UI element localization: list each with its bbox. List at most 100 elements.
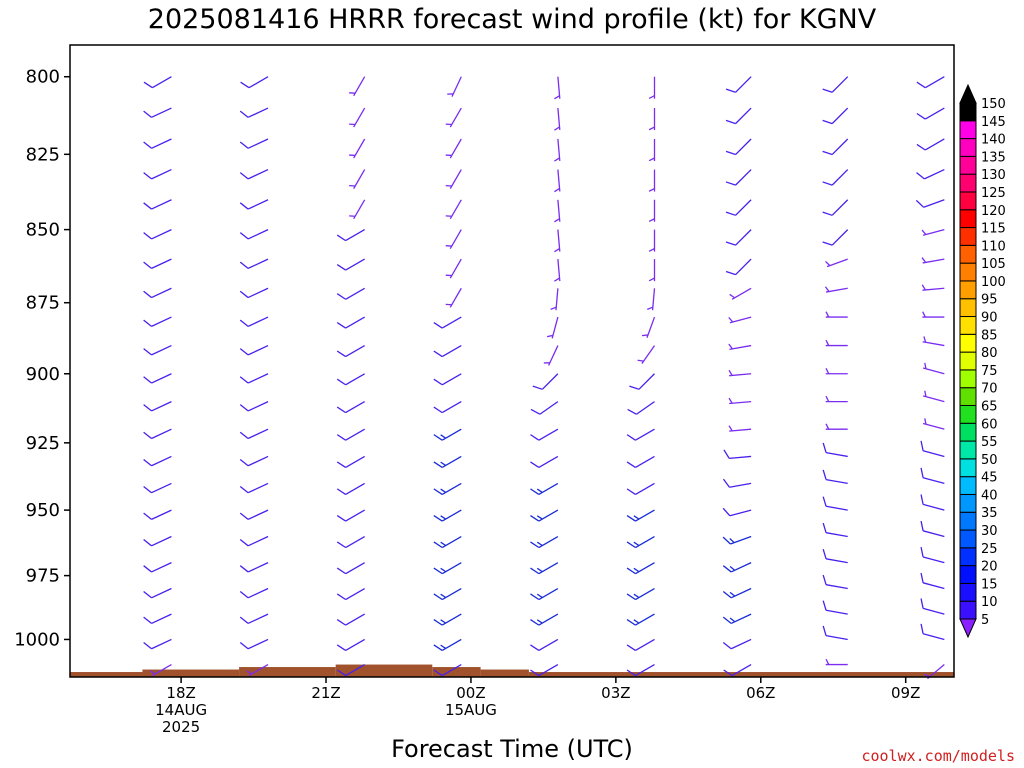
barb-feather xyxy=(336,321,346,329)
wind-barb xyxy=(922,418,945,430)
y-tick-label: 975 xyxy=(26,566,60,587)
colorbar-swatch xyxy=(959,422,977,442)
wind-barb xyxy=(822,169,849,186)
barb-staff xyxy=(345,613,365,626)
colorbar-tick-label: 65 xyxy=(981,399,998,414)
wind-barb xyxy=(532,373,559,390)
colorbar-tick-label: 105 xyxy=(981,257,1006,272)
wind-barb xyxy=(143,199,172,210)
barb-staff xyxy=(635,638,655,652)
barb-feather xyxy=(530,461,540,468)
barb-staff xyxy=(151,428,172,440)
wind-barb xyxy=(728,425,752,432)
barb-feather xyxy=(822,522,827,533)
barb-feather xyxy=(822,574,827,585)
barb-feather xyxy=(530,619,540,626)
barb-staff xyxy=(729,373,752,377)
wind-barb xyxy=(916,107,945,120)
wind-barb xyxy=(825,368,848,375)
wind-barb xyxy=(336,345,365,358)
colorbar-tick-label: 10 xyxy=(981,595,998,610)
barb-feather xyxy=(433,669,443,677)
barb-feather xyxy=(725,119,736,125)
barb-staff xyxy=(557,107,561,131)
barb-half-feather xyxy=(648,95,655,100)
chart-title: 2025081416 HRRR forecast wind profile (k… xyxy=(148,4,877,35)
barb-half-feather xyxy=(633,515,640,520)
barb-staff xyxy=(825,634,848,641)
barb-half-feather xyxy=(729,565,736,571)
barb-staff xyxy=(248,663,269,677)
barb-feather xyxy=(723,669,733,677)
plot-frame xyxy=(69,44,955,678)
barb-staff xyxy=(345,663,365,677)
barb-feather xyxy=(920,598,924,609)
wind-barb xyxy=(530,638,559,652)
barb-feather xyxy=(433,567,443,575)
x-tick-label: 14AUG xyxy=(155,701,207,719)
barb-staff xyxy=(353,199,366,220)
x-tick-label: 06Z xyxy=(746,684,775,702)
barb-staff xyxy=(729,455,752,460)
barb-feather xyxy=(336,567,346,575)
barb-feather xyxy=(239,431,249,439)
wind-barb xyxy=(433,562,462,575)
barb-feather xyxy=(143,485,152,494)
wind-barb xyxy=(239,509,269,520)
wind-barb xyxy=(336,229,365,242)
barb-feather xyxy=(916,112,926,120)
barb-staff xyxy=(345,345,365,358)
barb-half-feather xyxy=(440,567,447,573)
barb-staff xyxy=(151,535,172,547)
barb-feather xyxy=(629,385,640,390)
wind-barb xyxy=(349,138,366,159)
wind-barb xyxy=(626,482,655,495)
barb-staff xyxy=(922,607,945,615)
barb-staff xyxy=(441,663,462,677)
barb-half-feather xyxy=(149,670,156,675)
wind-barb xyxy=(728,369,752,377)
barb-feather xyxy=(725,88,736,93)
wind-barb xyxy=(922,390,945,403)
colorbar-tick-label: 130 xyxy=(981,168,1006,183)
wind-barb xyxy=(626,638,655,652)
barb-half-feather xyxy=(921,284,926,291)
terrain-segment xyxy=(70,672,143,677)
plot-background xyxy=(70,45,954,677)
barb-half-feather xyxy=(648,187,655,192)
barb-feather xyxy=(725,150,736,156)
barb-staff xyxy=(449,107,462,128)
colorbar-tick-label: 40 xyxy=(981,488,998,503)
barb-feather xyxy=(239,512,249,520)
barb-staff xyxy=(557,76,561,99)
wind-barb xyxy=(336,613,365,626)
barb-staff xyxy=(353,76,366,97)
wind-barb xyxy=(239,455,269,467)
y-tick-label: 850 xyxy=(26,220,60,241)
barb-staff xyxy=(635,482,655,495)
wind-barb xyxy=(626,535,655,549)
barb-staff xyxy=(922,367,945,375)
plot-area xyxy=(70,45,954,677)
wind-barb xyxy=(239,428,269,440)
barb-staff xyxy=(735,107,752,125)
wind-barb xyxy=(554,169,561,193)
barb-feather xyxy=(433,378,443,386)
barb-feather xyxy=(336,644,346,651)
wind-barb xyxy=(825,339,848,347)
barb-feather xyxy=(336,669,346,677)
barb-staff xyxy=(247,344,269,356)
x-tick-label: 2025 xyxy=(162,718,200,736)
colorbar-swatch xyxy=(959,244,977,264)
barb-feather xyxy=(336,434,346,441)
wind-barb xyxy=(729,287,752,300)
colorbar-tick-label: 150 xyxy=(981,97,1006,112)
barb-staff xyxy=(831,76,849,93)
barb-feather xyxy=(239,404,249,412)
barb-half-feather xyxy=(825,368,830,375)
wind-barb xyxy=(530,401,559,415)
wind-barb xyxy=(530,535,559,549)
barb-feather xyxy=(626,515,636,522)
barb-staff xyxy=(729,316,752,324)
y-tick-label: 900 xyxy=(26,364,60,385)
